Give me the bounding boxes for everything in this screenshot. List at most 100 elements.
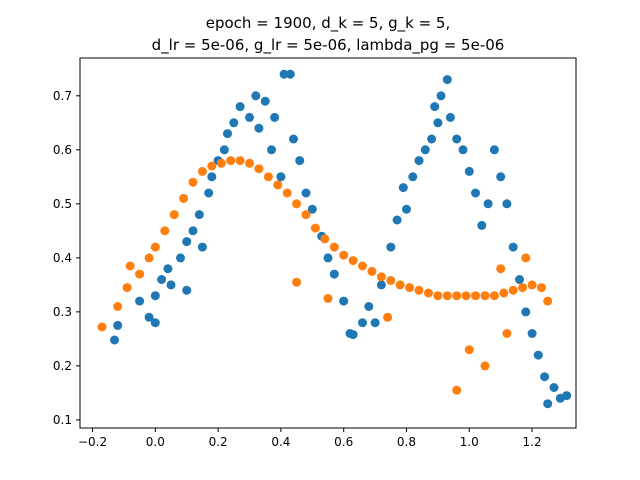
series-0-point xyxy=(295,156,305,166)
series-0-point xyxy=(219,145,229,155)
series-0-point xyxy=(489,145,499,155)
series-1-point xyxy=(122,283,132,293)
series-0-point xyxy=(433,118,443,128)
series-1-point xyxy=(235,156,245,166)
series-1-point xyxy=(496,264,506,274)
series-0-point xyxy=(408,172,418,182)
series-1-point xyxy=(245,158,254,168)
series-1-point xyxy=(339,250,349,260)
series-1-point xyxy=(499,288,509,298)
series-1-point xyxy=(471,291,480,301)
series-0-point xyxy=(207,172,217,182)
series-1-point xyxy=(310,223,320,233)
series-0-point xyxy=(458,145,468,155)
series-1-point xyxy=(207,161,217,171)
series-0-point xyxy=(543,399,553,409)
series-0-point xyxy=(540,372,550,382)
series-1-point xyxy=(216,158,226,168)
series-1-point xyxy=(452,291,462,301)
plot-marks xyxy=(97,69,572,409)
x-tick-label: 0.0 xyxy=(146,435,165,449)
series-0-point xyxy=(430,102,440,112)
series-0-point xyxy=(370,318,380,328)
series-0-point xyxy=(527,329,537,338)
series-1-point xyxy=(292,277,302,287)
plot-frame xyxy=(79,57,577,429)
series-0-point xyxy=(182,285,192,295)
series-1-point xyxy=(169,210,179,220)
series-1-point xyxy=(518,283,528,293)
series-0-point xyxy=(176,253,185,263)
series-0-point xyxy=(194,210,204,220)
series-1-point xyxy=(376,272,386,282)
series-1-point xyxy=(442,291,452,301)
x-tick-label: 1.2 xyxy=(523,435,542,449)
series-0-point xyxy=(267,145,276,155)
series-1-point xyxy=(537,283,546,293)
series-0-point xyxy=(204,188,214,198)
series-0-point xyxy=(279,69,289,79)
series-1-point xyxy=(144,253,154,263)
y-tick-label: 0.5 xyxy=(53,197,72,211)
series-0-point xyxy=(110,335,119,345)
series-0-point xyxy=(270,112,280,122)
x-tick-label: 0.2 xyxy=(209,435,228,449)
y-tick-label: 0.1 xyxy=(53,413,72,427)
series-0-point xyxy=(386,242,396,252)
series-1-point xyxy=(263,172,273,182)
series-1-point xyxy=(282,188,292,198)
series-1-point xyxy=(329,242,339,252)
series-1-point xyxy=(273,180,283,190)
series-1-point xyxy=(320,234,330,244)
series-0-point xyxy=(223,129,232,139)
series-1-point xyxy=(301,210,311,220)
chart-title-line-2: d_lr = 5e-06, g_lr = 5e-06, lambda_pg = … xyxy=(152,36,505,55)
y-tick-label: 0.7 xyxy=(53,89,72,103)
y-tick-label: 0.4 xyxy=(53,251,72,265)
series-1-point xyxy=(188,177,198,187)
series-0-point xyxy=(166,280,176,290)
series-0-point xyxy=(521,307,531,317)
series-0-point xyxy=(508,242,518,252)
series-0-point xyxy=(229,118,239,128)
series-0-point xyxy=(436,91,446,101)
series-1-point xyxy=(125,261,135,271)
series-0-point xyxy=(150,291,160,301)
series-0-point xyxy=(301,188,311,198)
series-1-point xyxy=(489,291,499,301)
series-0-point xyxy=(348,330,358,340)
series-0-point xyxy=(420,145,430,155)
series-0-point xyxy=(452,134,462,144)
series-0-point xyxy=(135,296,145,306)
series-1-point xyxy=(464,345,474,355)
series-0-point xyxy=(471,188,480,198)
series-0-point xyxy=(496,172,506,182)
series-0-point xyxy=(477,220,487,230)
series-0-point xyxy=(150,318,160,328)
series-0-point xyxy=(188,226,198,236)
series-0-point xyxy=(464,166,474,176)
series-1-point xyxy=(433,291,443,301)
series-1-point xyxy=(197,166,207,176)
series-1-point xyxy=(160,226,170,236)
series-1-point xyxy=(543,296,553,306)
series-1-point xyxy=(292,199,302,209)
series-0-point xyxy=(427,134,437,144)
series-1-point xyxy=(480,291,490,301)
series-0-point xyxy=(307,204,317,214)
series-1-point xyxy=(226,156,236,166)
series-1-point xyxy=(508,285,518,295)
series-1-point xyxy=(113,302,123,311)
series-1-point xyxy=(452,385,462,395)
series-0-point xyxy=(245,112,254,122)
series-0-point xyxy=(113,320,123,330)
series-1-point xyxy=(367,266,377,276)
series-0-point xyxy=(197,242,207,252)
x-tick-label: 0.6 xyxy=(334,435,353,449)
series-0-point xyxy=(549,383,559,392)
series-0-point xyxy=(398,183,408,193)
series-1-point xyxy=(323,293,333,303)
series-0-point xyxy=(483,199,493,209)
series-1-point xyxy=(254,164,264,174)
